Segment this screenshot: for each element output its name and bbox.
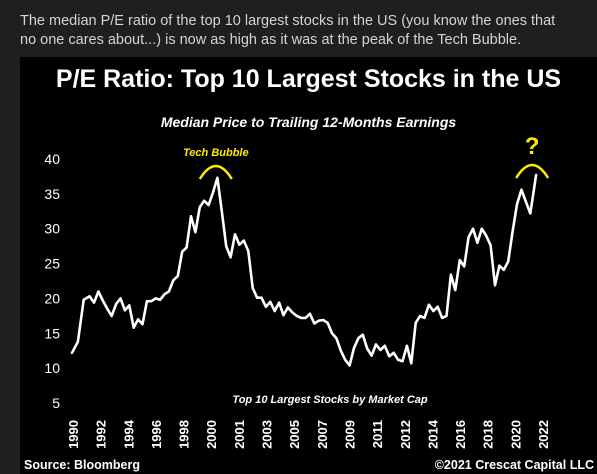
post-text: The median P/E ratio of the top 10 large… — [20, 12, 597, 50]
chart-image: P/E Ratio: Top 10 Largest Stocks in the … — [20, 57, 597, 474]
copyright-note: ©2021 Crescat Capital LLC — [434, 458, 594, 472]
question-mark-arc — [515, 163, 550, 179]
x-tick-label: 2014 — [425, 419, 440, 449]
y-tick-label: 25 — [44, 256, 60, 272]
y-tick-label: 40 — [44, 151, 60, 167]
x-tick-label: 2009 — [342, 420, 357, 449]
x-axis: 1990 1992 1994 1996 1998 2000 2001 2003 2005 2007… — [66, 419, 551, 449]
x-tick-label: 2016 — [453, 420, 468, 449]
source-note: Source: Bloomberg — [24, 458, 140, 472]
pe-ratio-chart: 40 35 30 25 20 15 10 5 1990 1992 1994 1996 1998 2000… — [44, 133, 551, 449]
x-tick-label: 2000 — [204, 420, 219, 449]
series-line — [70, 173, 538, 367]
x-tick-label: 1996 — [149, 420, 164, 449]
x-tick-label: 2001 — [232, 420, 247, 449]
y-tick-label: 35 — [44, 186, 60, 202]
series-group — [70, 173, 538, 367]
x-tick-label: 2012 — [398, 420, 413, 449]
x-tick-label: 2020 — [508, 420, 523, 449]
x-tick-label: 2018 — [481, 420, 496, 449]
post-text-line-1: The median P/E ratio of the top 10 large… — [20, 13, 556, 29]
y-tick-label: 10 — [44, 360, 60, 376]
x-tick-label: 1994 — [121, 419, 136, 449]
y-tick-label: 15 — [44, 325, 60, 341]
x-tick-label: 1992 — [94, 420, 109, 449]
x-tick-label: 1990 — [66, 420, 81, 449]
tech-bubble-arc — [198, 164, 233, 180]
y-tick-label: 30 — [44, 221, 60, 237]
tech-bubble-label: Tech Bubble — [183, 147, 249, 159]
annotations-group: Tech Bubble? — [183, 133, 550, 180]
x-tick-label: 2005 — [287, 420, 302, 449]
x-tick-label: 1998 — [177, 420, 192, 449]
x-tick-label: 2011 — [370, 420, 385, 448]
x-tick-label: 2007 — [315, 420, 330, 449]
y-tick-label: 20 — [44, 290, 60, 306]
x-tick-label: 2022 — [536, 420, 551, 449]
question-mark-label: ? — [525, 133, 540, 160]
post-text-line-2: no one cares about...) is now as high as… — [20, 32, 522, 48]
x-tick-label: 2003 — [260, 420, 275, 449]
chart-subtitle: Median Price to Trailing 12-Months Earni… — [160, 114, 457, 130]
chart-title: P/E Ratio: Top 10 Largest Stocks in the … — [55, 65, 562, 93]
previous-heading-fragment — [0, 0, 597, 12]
y-axis: 40 35 30 25 20 15 10 5 — [44, 151, 60, 411]
y-tick-label: 5 — [52, 395, 60, 411]
x-axis-label: Top 10 Largest Stocks by Market Cap — [232, 394, 427, 406]
